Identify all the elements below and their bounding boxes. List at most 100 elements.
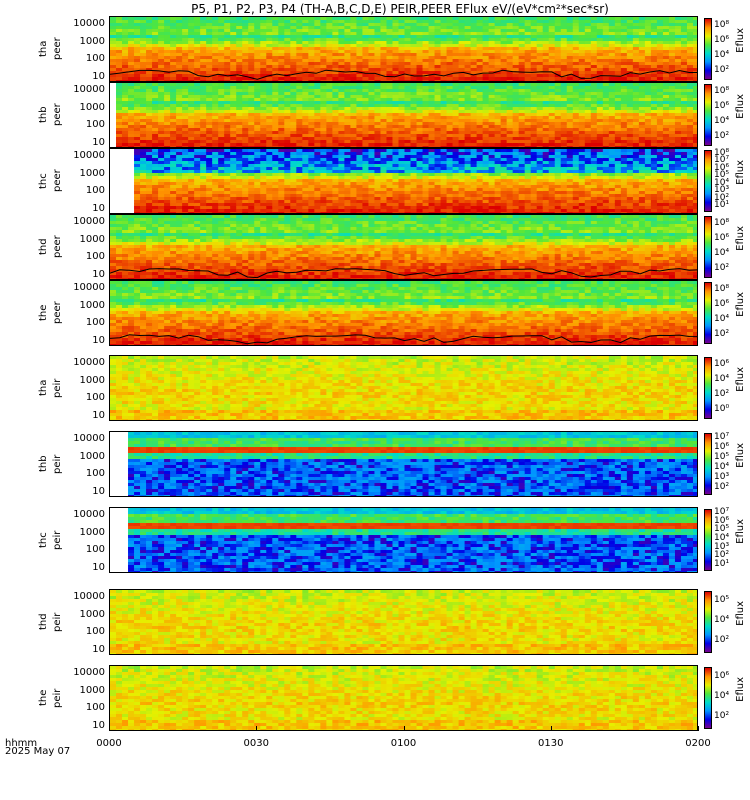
heatmap-cell <box>146 74 153 78</box>
heatmap-cell <box>380 26 388 30</box>
heatmap-cell <box>350 113 358 117</box>
heatmap-cell <box>110 125 117 129</box>
heatmap-cell <box>524 98 532 102</box>
heatmap-cell <box>284 38 291 42</box>
heatmap-cell <box>320 77 327 81</box>
heatmap-cell <box>212 86 219 90</box>
heatmap-cell <box>182 167 189 171</box>
heatmap-cell <box>122 146 129 147</box>
heatmap-cell <box>206 23 213 27</box>
heatmap-cell <box>320 146 327 147</box>
heatmap-cell <box>410 56 418 60</box>
heatmap-cell <box>302 119 309 123</box>
heatmap-cell <box>392 44 400 48</box>
heatmap-cell <box>542 89 550 93</box>
heatmap-cell <box>122 95 129 99</box>
heatmap-cell <box>530 56 538 60</box>
heatmap-cell <box>494 101 502 105</box>
heatmap-cell <box>632 53 640 57</box>
heatmap-cell <box>386 20 394 24</box>
heatmap-cell <box>278 68 285 72</box>
heatmap-cell <box>314 44 321 48</box>
heatmap-cell <box>218 29 225 33</box>
heatmap-cell <box>392 62 400 66</box>
heatmap-cell <box>350 119 358 123</box>
heatmap-cell <box>470 113 478 117</box>
heatmap-cell <box>608 59 616 63</box>
heatmap-cell <box>380 122 388 126</box>
heatmap-cell <box>128 68 135 72</box>
heatmap-cell <box>302 101 309 105</box>
heatmap-cell <box>590 128 598 132</box>
heatmap-cell <box>332 56 339 60</box>
heatmap-cell <box>182 170 189 174</box>
heatmap-cell <box>188 206 195 210</box>
heatmap-cell <box>392 140 400 144</box>
heatmap-cell <box>650 134 658 138</box>
heatmap-cell <box>476 143 484 147</box>
heatmap-cell <box>452 83 460 87</box>
heatmap-cell <box>182 86 189 90</box>
heatmap-cell <box>230 17 237 21</box>
heatmap-cell <box>650 107 658 111</box>
heatmap-cell <box>272 206 279 210</box>
heatmap-cell <box>164 134 171 138</box>
heatmap-cell <box>242 23 249 27</box>
heatmap-cell <box>266 107 273 111</box>
heatmap-cell <box>356 80 364 81</box>
heatmap-cell <box>440 95 448 99</box>
heatmap-cell <box>158 146 165 147</box>
heatmap-cell <box>254 119 261 123</box>
heatmap-cell <box>536 59 544 63</box>
heatmap-cell <box>272 179 279 183</box>
heatmap-cell <box>614 80 622 81</box>
heatmap-cell <box>230 146 237 147</box>
heatmap-cell <box>560 101 568 105</box>
heatmap-cell <box>110 107 117 111</box>
heatmap-cell <box>134 29 141 33</box>
heatmap-cell <box>284 146 291 147</box>
heatmap-cell <box>650 140 658 144</box>
heatmap-cell <box>194 23 201 27</box>
heatmap-cell <box>668 104 676 108</box>
heatmap-cell <box>608 134 616 138</box>
heatmap-cell <box>530 20 538 24</box>
heatmap-cell <box>212 206 219 210</box>
heatmap-cell <box>524 71 532 75</box>
heatmap-cell <box>152 119 159 123</box>
heatmap-cell <box>650 95 658 99</box>
heatmap-cell <box>242 206 249 210</box>
heatmap-cell <box>260 53 267 57</box>
heatmap-cell <box>632 98 640 102</box>
heatmap-cell <box>116 209 123 213</box>
heatmap-cell <box>368 86 376 90</box>
heatmap-cell <box>236 53 243 57</box>
heatmap-cell <box>248 35 255 39</box>
heatmap-cell <box>218 176 225 180</box>
heatmap-cell <box>674 137 682 141</box>
heatmap-cell <box>110 86 117 90</box>
heatmap-cell <box>182 158 189 162</box>
heatmap-cell <box>566 104 574 108</box>
heatmap-cell <box>212 50 219 54</box>
heatmap-cell <box>638 107 646 111</box>
heatmap-cell <box>656 92 664 96</box>
heatmap-cell <box>584 80 592 81</box>
heatmap-cell <box>236 173 243 177</box>
heatmap-cell <box>596 101 604 105</box>
heatmap-cell <box>476 122 484 126</box>
heatmap-cell <box>290 47 297 51</box>
heatmap-cell <box>194 20 201 24</box>
heatmap-cell <box>524 113 532 117</box>
heatmap-cell <box>218 122 225 126</box>
heatmap-cell <box>668 83 676 87</box>
heatmap-cell <box>572 80 580 81</box>
heatmap-cell <box>194 146 201 147</box>
heatmap-cell <box>458 47 466 51</box>
heatmap-cell <box>686 29 694 33</box>
heatmap-cell <box>476 113 484 117</box>
heatmap-cell <box>416 146 424 147</box>
heatmap-cell <box>566 47 574 51</box>
heatmap-cell <box>260 68 267 72</box>
heatmap-cell <box>614 92 622 96</box>
